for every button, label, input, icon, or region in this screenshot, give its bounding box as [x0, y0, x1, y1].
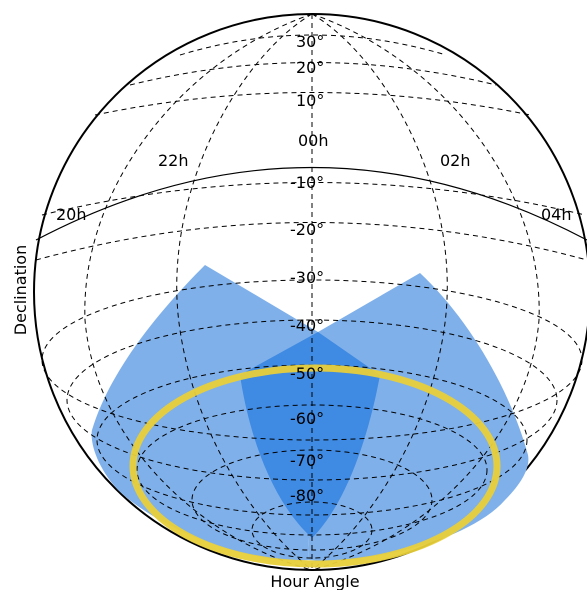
horizon-ring: [129, 364, 501, 568]
field-region-left: [91, 265, 318, 561]
x-axis-label: Hour Angle: [270, 572, 359, 590]
declination-line: [41, 182, 586, 216]
dec-label: -70°: [290, 451, 324, 470]
declination-line: [179, 34, 447, 56]
celestial-equator: [35, 167, 587, 241]
dec-label: -40°: [290, 316, 324, 335]
hour-label: 04h: [541, 205, 572, 224]
dec-label: -30°: [290, 268, 324, 287]
hour-label: 00h: [298, 131, 329, 150]
field-region-right: [308, 273, 529, 561]
dec-label: 10°: [296, 91, 324, 110]
declination-line: [191, 449, 433, 551]
hour-label: 02h: [440, 151, 471, 170]
declination-line: [66, 319, 558, 481]
dec-label: -20°: [290, 220, 324, 239]
dec-label: -60°: [290, 409, 324, 428]
declination-line: [35, 222, 587, 261]
declination-line: [129, 62, 497, 86]
dec-label: -50°: [290, 364, 324, 383]
field-overlap-region: [240, 332, 380, 538]
hour-angle-grid: [84, 13, 540, 571]
declination-line: [41, 279, 583, 441]
declination-grid: [35, 34, 587, 559]
dec-label: -10°: [290, 173, 324, 192]
hour-label: 20h: [56, 205, 87, 224]
declination-labels: 30° 20° 10° -10° -20° -30° -40° -50° -60…: [290, 32, 324, 505]
dec-label: -80°: [290, 486, 324, 505]
dec-label: 20°: [296, 58, 324, 77]
declination-line: [251, 501, 373, 559]
hour-angle-labels: 22h 00h 02h 20h 04h: [56, 131, 572, 224]
dec-label: 30°: [296, 32, 324, 51]
declination-line: [94, 92, 531, 116]
meridian-line: [311, 13, 540, 571]
meridian-line: [84, 13, 313, 571]
y-axis-label: Declination: [11, 245, 30, 335]
hour-label: 22h: [158, 151, 189, 170]
declination-line: [136, 404, 488, 536]
meridian-line: [176, 13, 313, 571]
meridian-line: [311, 13, 448, 571]
